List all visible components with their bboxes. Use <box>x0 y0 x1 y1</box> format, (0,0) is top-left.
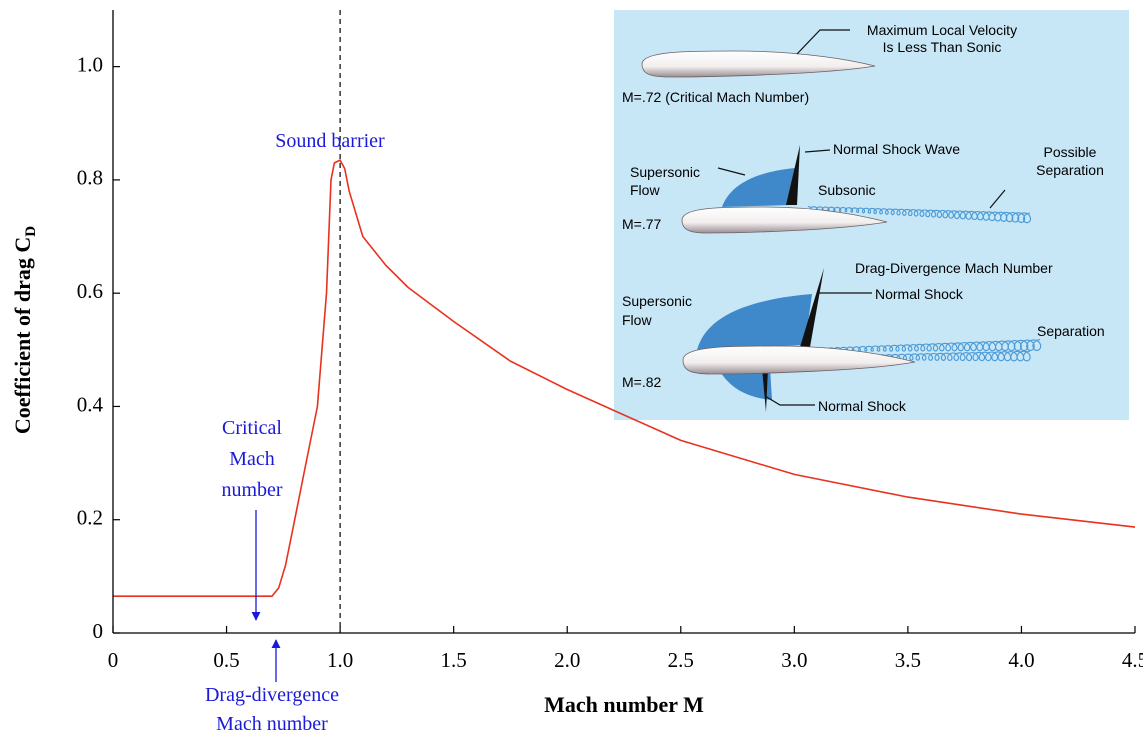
x-tick-label: 0 <box>108 648 119 672</box>
x-axis-label: Mach number M <box>544 692 704 717</box>
y-tick-label: 1.0 <box>77 52 103 76</box>
inset-label: Possible <box>1044 144 1097 160</box>
inset-label: M=.72 (Critical Mach Number) <box>622 89 809 105</box>
chart: Maximum Local Velocity Is Less Than Soni… <box>0 0 1143 738</box>
inset-label: Normal Shock <box>818 398 907 414</box>
x-tick-label: 3.0 <box>781 648 807 672</box>
y-tick-label: 0.8 <box>77 166 103 190</box>
inset-label: Is Less Than Sonic <box>883 39 1002 55</box>
x-tick-label: 1.0 <box>327 648 353 672</box>
y-axis-label: Coefficient of drag CD <box>10 226 39 434</box>
y-axis-label-main: Coefficient of drag C <box>10 237 35 434</box>
x-tick-label: 3.5 <box>895 648 921 672</box>
x-tick-label: 2.5 <box>668 648 694 672</box>
inset-label: Supersonic <box>630 164 700 180</box>
annotation: Sound barrier <box>275 130 385 152</box>
inset-label: Drag-Divergence Mach Number <box>855 260 1053 276</box>
inset-label: Separation <box>1036 162 1104 178</box>
inset-label: Maximum Local Velocity <box>867 22 1017 38</box>
y-axis-label-subscript: D <box>23 226 39 237</box>
y-tick-label: 0.4 <box>77 392 104 416</box>
x-tick-label: 0.5 <box>213 648 239 672</box>
inset-label: Separation <box>1037 323 1105 339</box>
annotation: Drag-divergence <box>205 684 339 706</box>
annotation: number <box>221 479 282 501</box>
y-tick-label: 0.2 <box>77 506 103 530</box>
inset-label: Normal Shock Wave <box>833 141 960 157</box>
x-tick-label: 1.5 <box>441 648 467 672</box>
inset-label: M=.77 <box>622 216 662 232</box>
inset-label: Flow <box>622 312 652 328</box>
x-tick-label: 4.0 <box>1008 648 1034 672</box>
inset-diagram: Maximum Local Velocity Is Less Than Soni… <box>614 10 1129 420</box>
y-tick-label: 0.6 <box>77 279 103 303</box>
inset-label: Subsonic <box>818 182 876 198</box>
x-tick-label: 2.0 <box>554 648 580 672</box>
inset-label: Normal Shock <box>875 286 964 302</box>
annotation: Mach number <box>216 713 328 735</box>
inset-label: Flow <box>630 182 660 198</box>
x-tick-label: 4.5 <box>1122 648 1143 672</box>
inset-label: M=.82 <box>622 374 662 390</box>
annotation: Critical <box>222 417 282 439</box>
y-tick-label: 0 <box>93 619 104 643</box>
inset-label: Supersonic <box>622 293 692 309</box>
annotation: Mach <box>229 448 275 470</box>
